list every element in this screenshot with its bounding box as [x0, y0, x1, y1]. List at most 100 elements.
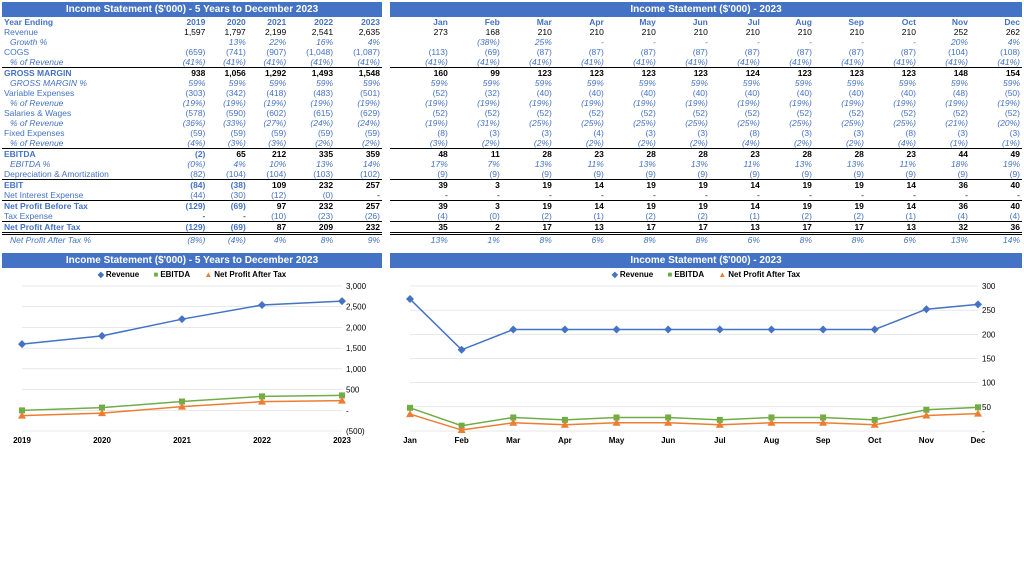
cell: 1,797: [207, 27, 247, 37]
cell: 2,199: [248, 27, 288, 37]
cell: 23: [554, 149, 606, 160]
legend-npat: Net Profit After Tax: [204, 270, 286, 279]
cell: 13: [866, 222, 918, 234]
cell: 19: [658, 201, 710, 212]
cell: (1): [554, 211, 606, 222]
cell: (0%): [167, 159, 207, 169]
cell: (52): [554, 108, 606, 118]
cell: (30): [207, 190, 247, 201]
cell: (10): [248, 211, 288, 222]
cell: (2): [658, 211, 710, 222]
svg-text:150: 150: [982, 355, 996, 364]
cell: 59%: [970, 78, 1022, 88]
cell: (36%): [167, 118, 207, 128]
cell: 19: [762, 201, 814, 212]
cell: (19%): [207, 98, 247, 108]
cell: 35: [398, 222, 450, 234]
table-row: Net Profit After Tax(129)(69)87209232: [2, 222, 382, 234]
table-row: 35217131717131717133236: [390, 222, 1022, 234]
cell: 17: [658, 222, 710, 234]
cell: 59%: [288, 78, 335, 88]
cell: (2%): [288, 138, 335, 149]
col-year: 2020: [207, 17, 247, 27]
cell: 1,597: [167, 27, 207, 37]
cell: 13%: [658, 159, 710, 169]
cell: (9): [710, 169, 762, 180]
legend-ebitda: EBITDA: [153, 270, 190, 279]
cell: (4): [554, 128, 606, 138]
cell: (41%): [502, 57, 554, 68]
cell: 25%: [502, 37, 554, 47]
cell: (59): [335, 128, 382, 138]
cell: (20%): [970, 118, 1022, 128]
five-year-table: Year Ending20192020202120222023Revenue1,…: [2, 17, 382, 245]
cell: 6%: [554, 234, 606, 246]
cell: 335: [288, 149, 335, 160]
cell: (9): [606, 169, 658, 180]
cell: (129): [167, 201, 207, 212]
table-row: EBITDA %(0%)4%10%13%14%: [2, 159, 382, 169]
cell: (19%): [288, 98, 335, 108]
cell: (38%): [450, 37, 502, 47]
cell: 28: [658, 149, 710, 160]
cell: (69): [207, 222, 247, 234]
table-row: Net Profit Before Tax(129)(69)97232257: [2, 201, 382, 212]
cell: -: [606, 37, 658, 47]
chart-5y-title: Income Statement ($'000) - 5 Years to De…: [2, 253, 382, 268]
cell: -: [606, 190, 658, 201]
cell: 59%: [398, 78, 450, 88]
cell: 6%: [866, 234, 918, 246]
cell: (41%): [167, 57, 207, 68]
cell: 28: [762, 149, 814, 160]
cell: (2%): [658, 138, 710, 149]
cell: (2%): [814, 138, 866, 149]
row-spacer: [390, 180, 398, 191]
cell: (82): [167, 169, 207, 180]
cell: (9): [918, 169, 970, 180]
table-row: 17%7%13%11%13%13%11%13%13%11%18%19%: [390, 159, 1022, 169]
cell: (41%): [918, 57, 970, 68]
cell: 19%: [970, 159, 1022, 169]
cell: (9): [450, 169, 502, 180]
svg-text:2019: 2019: [13, 436, 31, 445]
chart-m: -50100150200250300JanFebMarAprMayJunJulA…: [390, 281, 1018, 471]
cell: 13%: [762, 159, 814, 169]
cell: (113): [398, 47, 450, 57]
cell: 11%: [554, 159, 606, 169]
row-spacer: [390, 128, 398, 138]
cell: (4%): [710, 138, 762, 149]
cell: 209: [288, 222, 335, 234]
cell: (3): [970, 128, 1022, 138]
cell: (41%): [248, 57, 288, 68]
cell: 4%: [970, 37, 1022, 47]
svg-text:200: 200: [982, 330, 996, 339]
monthly-panel: Income Statement ($'000) - 2023 JanFebMa…: [390, 2, 1022, 245]
row-label: % of Revenue: [2, 98, 167, 108]
cell: 14: [710, 201, 762, 212]
cell: 14%: [970, 234, 1022, 246]
cell: 4%: [207, 159, 247, 169]
svg-text:-: -: [982, 427, 985, 436]
cell: (9): [554, 169, 606, 180]
table-row: Salaries & Wages(578)(590)(602)(615)(629…: [2, 108, 382, 118]
cell: (38): [207, 180, 247, 191]
row-label: Net Profit After Tax: [2, 222, 167, 234]
cell: (741): [207, 47, 247, 57]
table-row: Fixed Expenses(59)(59)(59)(59)(59): [2, 128, 382, 138]
cell: 210: [606, 27, 658, 37]
cell: (41%): [450, 57, 502, 68]
cell: (1%): [918, 138, 970, 149]
cell: (3%): [398, 138, 450, 149]
cell: 1,548: [335, 68, 382, 79]
cell: (32): [450, 88, 502, 98]
col-month: Aug: [762, 17, 814, 27]
cell: -: [970, 190, 1022, 201]
cell: -: [554, 37, 606, 47]
cell: 59%: [606, 78, 658, 88]
cell: (2%): [554, 138, 606, 149]
cell: 19: [814, 180, 866, 191]
cell: (52): [918, 108, 970, 118]
cell: 210: [554, 27, 606, 37]
table-row: 481128232828232828234449: [390, 149, 1022, 160]
cell: 59%: [658, 78, 710, 88]
